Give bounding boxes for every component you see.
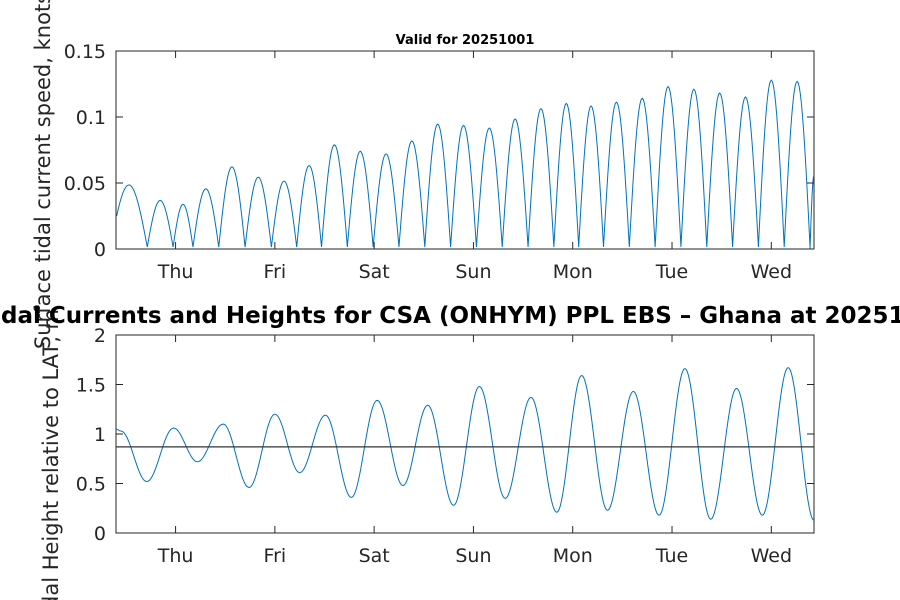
y-tick-label: 0 xyxy=(94,239,106,261)
tidal-height-plot-frame xyxy=(115,334,815,534)
y-tick-label: 0.15 xyxy=(64,41,106,63)
x-tick-label: Tue xyxy=(655,261,688,283)
x-tick-label: Fri xyxy=(264,261,287,283)
x-tick-label: Wed xyxy=(751,545,792,567)
tidal-height-marks xyxy=(116,367,814,521)
x-tick-label: Mon xyxy=(553,545,593,567)
tidal-height-ticks: Thu Fri Sat Sun Mon Tue Wed 0 0.5 1 1.5 2 xyxy=(76,325,814,567)
current-speed-ylabel: Surface tidal current speed, knots xyxy=(31,0,55,349)
x-tick-label: Sun xyxy=(455,261,491,283)
figure-main-title: Tidal Currents and Heights for CSA (ONHY… xyxy=(0,303,900,329)
x-tick-label: Sat xyxy=(359,545,390,567)
current-speed-series-line xyxy=(116,79,814,249)
current-speed-ticks: Thu Fri Sat Sun Mon Tue Wed 0 0.05 0.1 0.15 xyxy=(64,41,814,283)
y-tick-label: 0 xyxy=(94,523,106,545)
x-tick-label: Tue xyxy=(655,545,688,567)
x-tick-label: Thu xyxy=(157,545,194,567)
x-tick-label: Mon xyxy=(553,261,593,283)
y-tick-label: 1 xyxy=(94,424,106,446)
x-tick-label: Sun xyxy=(455,545,491,567)
y-tick-label: 0.05 xyxy=(64,173,106,195)
current-speed-axes: Thu Fri Sat Sun Mon Tue Wed 0 0.05 0.1 0.15 Valid … xyxy=(31,0,815,349)
x-tick-label: Sat xyxy=(359,261,390,283)
tidal-height-ylabel: Tidal Height relative to LAT, m xyxy=(39,309,63,600)
current-speed-marks xyxy=(116,79,814,249)
tidal-height-axes: Thu Fri Sat Sun Mon Tue Wed 0 0.5 1 1.5 2 Tidal Hei… xyxy=(39,309,815,600)
y-tick-label: 0.5 xyxy=(76,474,106,496)
y-tick-label: 0.1 xyxy=(76,107,106,129)
y-tick-label: 1.5 xyxy=(76,375,106,397)
x-tick-label: Wed xyxy=(751,261,792,283)
x-tick-label: Thu xyxy=(157,261,194,283)
current-speed-title: Valid for 20251001 xyxy=(396,33,535,48)
y-tick-label: 2 xyxy=(94,325,106,347)
current-speed-plot-frame xyxy=(115,50,815,250)
tidal-height-series-line xyxy=(116,367,814,521)
x-tick-label: Fri xyxy=(264,545,287,567)
